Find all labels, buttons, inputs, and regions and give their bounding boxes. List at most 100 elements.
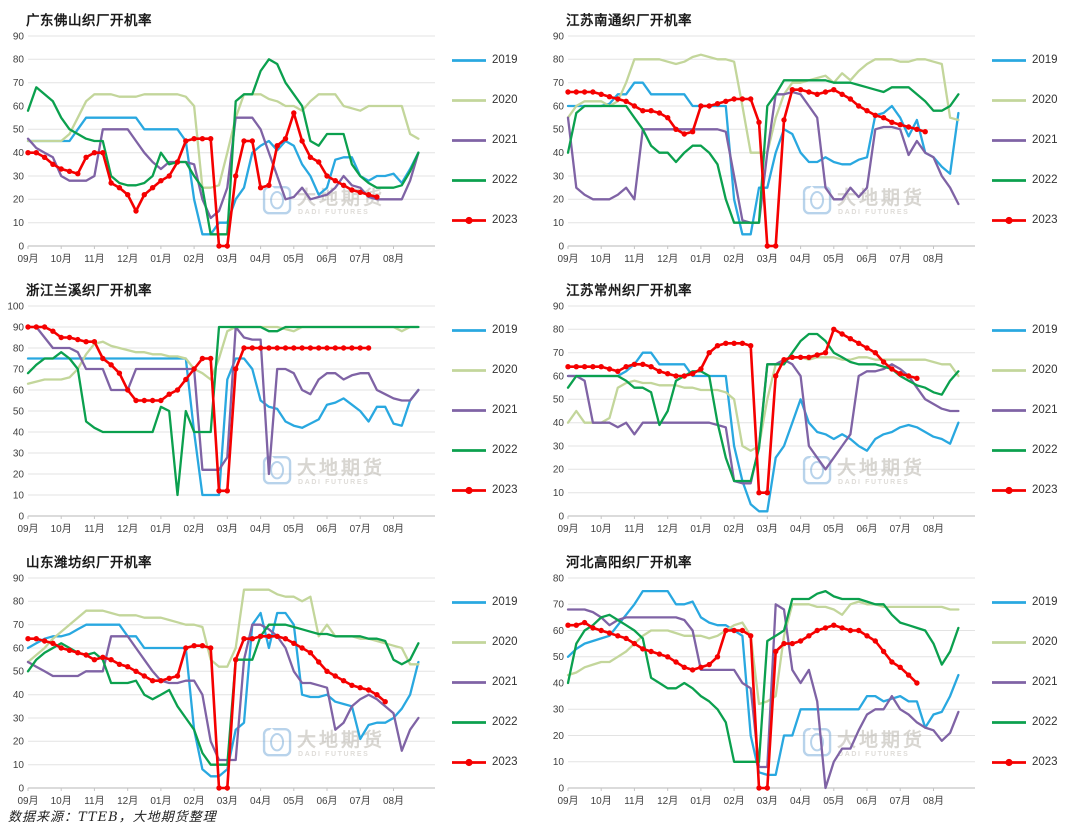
data-point-2023 bbox=[756, 119, 762, 126]
legend-item-2021: 2021 bbox=[991, 404, 1080, 416]
chart-title: 河北高阳织厂开机率 bbox=[566, 555, 692, 570]
chart-title: 广东佛山织厂开机率 bbox=[26, 13, 152, 28]
data-point-2023 bbox=[656, 110, 663, 116]
legend-label: 2020 bbox=[492, 636, 518, 648]
svg-text:90: 90 bbox=[553, 301, 565, 312]
data-point-2023 bbox=[257, 633, 264, 639]
data-point-2023 bbox=[914, 375, 920, 381]
svg-text:12月: 12月 bbox=[657, 253, 678, 265]
legend-label: 2020 bbox=[1032, 364, 1058, 376]
data-point-2023 bbox=[365, 192, 372, 198]
legend-item-2021: 2021 bbox=[451, 676, 540, 688]
data-point-2023 bbox=[233, 173, 239, 179]
data-point-2023 bbox=[291, 345, 297, 351]
legend-label: 2020 bbox=[1032, 94, 1058, 106]
data-point-2023 bbox=[698, 103, 704, 109]
chart-changzhou: 江苏常州织厂开机率 0 10 20 30 40 50 60 70 80 90 09月 10月 11月 12… bbox=[540, 270, 1080, 542]
svg-text:10: 10 bbox=[553, 488, 565, 499]
svg-text:06月: 06月 bbox=[316, 523, 337, 535]
data-point-2023 bbox=[864, 108, 870, 114]
svg-text:05月: 05月 bbox=[823, 253, 844, 265]
data-point-2023 bbox=[108, 657, 114, 663]
data-point-2023 bbox=[349, 345, 355, 351]
data-point-2023 bbox=[257, 185, 264, 191]
svg-text:80: 80 bbox=[553, 55, 565, 66]
data-point-2023 bbox=[822, 625, 829, 631]
svg-text:60: 60 bbox=[553, 626, 565, 637]
svg-text:07月: 07月 bbox=[890, 253, 911, 265]
svg-text:70: 70 bbox=[13, 620, 25, 631]
data-point-2023 bbox=[357, 685, 363, 691]
data-point-2023 bbox=[316, 345, 322, 351]
series-2019 bbox=[26, 611, 420, 778]
data-point-2023 bbox=[149, 678, 156, 684]
data-point-2023 bbox=[864, 345, 870, 351]
svg-text:12月: 12月 bbox=[657, 795, 678, 807]
legend-item-2021: 2021 bbox=[991, 676, 1080, 688]
data-point-2023 bbox=[224, 243, 230, 249]
svg-text:02月: 02月 bbox=[184, 795, 205, 807]
data-point-2023 bbox=[116, 370, 123, 376]
svg-text:10: 10 bbox=[13, 218, 25, 229]
svg-text:02月: 02月 bbox=[724, 795, 745, 807]
legend-line-sample bbox=[992, 328, 1026, 332]
svg-text:10月: 10月 bbox=[51, 523, 72, 535]
svg-text:30: 30 bbox=[13, 713, 25, 724]
data-point-2023 bbox=[789, 640, 795, 647]
data-point-2023 bbox=[706, 103, 712, 109]
svg-text:90: 90 bbox=[13, 31, 25, 42]
data-point-2023 bbox=[41, 324, 48, 330]
svg-text:DADI FUTURES: DADI FUTURES bbox=[838, 209, 909, 216]
data-point-2023 bbox=[241, 636, 247, 642]
legend-label: 2021 bbox=[492, 676, 518, 688]
data-point-2023 bbox=[606, 630, 613, 636]
data-point-2023 bbox=[565, 364, 571, 370]
data-point-2023 bbox=[806, 633, 812, 639]
data-point-2023 bbox=[133, 397, 139, 404]
data-point-2023 bbox=[814, 352, 820, 358]
data-point-2023 bbox=[83, 154, 89, 160]
svg-text:0: 0 bbox=[18, 783, 24, 794]
data-point-2023 bbox=[797, 354, 804, 360]
data-point-2023 bbox=[183, 138, 189, 144]
data-point-2023 bbox=[133, 668, 139, 674]
legend-item-2023: 2023 bbox=[991, 214, 1080, 226]
charts-grid: 广东佛山织厂开机率 0 10 20 30 40 50 60 70 80 90 09月 10月 11月 12… bbox=[7, 13, 1080, 807]
data-point-2023 bbox=[316, 159, 322, 165]
chart-title: 江苏南通织厂开机率 bbox=[566, 13, 692, 28]
data-point-2023 bbox=[856, 103, 862, 109]
data-point-2023 bbox=[872, 350, 878, 356]
series-2020 bbox=[26, 93, 420, 189]
data-point-2023 bbox=[839, 331, 845, 337]
legend-item-2019: 2019 bbox=[991, 324, 1080, 336]
legend-item-2022: 2022 bbox=[991, 444, 1080, 456]
data-point-2023 bbox=[889, 119, 895, 126]
legend-line-sample bbox=[992, 58, 1026, 62]
data-point-2023 bbox=[149, 397, 156, 404]
svg-text:60: 60 bbox=[13, 385, 25, 396]
data-point-2023 bbox=[166, 173, 172, 179]
svg-text:40: 40 bbox=[13, 148, 25, 159]
data-point-2023 bbox=[100, 150, 106, 156]
data-point-2023 bbox=[141, 397, 147, 404]
series-2021 bbox=[566, 603, 960, 790]
svg-text:30: 30 bbox=[13, 171, 25, 182]
svg-text:08月: 08月 bbox=[923, 523, 944, 535]
data-point-2023 bbox=[897, 371, 903, 377]
legend-label: 2022 bbox=[492, 174, 518, 186]
svg-text:02月: 02月 bbox=[724, 253, 745, 265]
svg-text:03月: 03月 bbox=[757, 795, 778, 807]
legend-label: 2021 bbox=[1032, 404, 1058, 416]
data-point-2023 bbox=[723, 340, 729, 346]
legend-line-sample bbox=[452, 216, 486, 224]
data-point-2023 bbox=[673, 373, 679, 379]
data-point-2023 bbox=[623, 635, 629, 642]
data-point-2023 bbox=[307, 154, 314, 160]
svg-text:60: 60 bbox=[553, 371, 565, 382]
data-point-2023 bbox=[216, 785, 222, 791]
data-point-2023 bbox=[880, 648, 887, 655]
data-point-2023 bbox=[199, 355, 206, 362]
legend-line-sample bbox=[992, 178, 1026, 182]
legend-line-sample bbox=[452, 368, 486, 372]
